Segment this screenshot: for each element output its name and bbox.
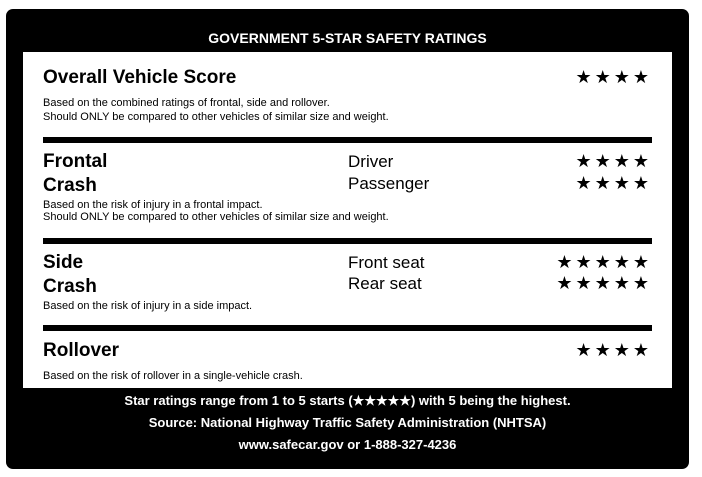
footer-star-range: Star ratings range from 1 to 5 starts (★…: [124, 393, 571, 408]
footer-source: Source: National Highway Traffic Safety …: [148, 415, 547, 430]
rear-seat-stars-icon: ★★★★★: [556, 273, 652, 293]
frontal-title-2: Crash: [43, 175, 97, 196]
divider: [43, 325, 652, 331]
side-title-2: Crash: [43, 276, 97, 297]
divider: [43, 238, 652, 244]
rear-seat-label: Rear seat: [348, 274, 422, 293]
overall-desc-2: Should ONLY be compared to other vehicle…: [43, 111, 389, 123]
ratings-panel: [23, 52, 672, 388]
passenger-label: Passenger: [348, 174, 430, 193]
side-title-1: Side: [43, 252, 84, 273]
frontal-title-1: Frontal: [43, 151, 108, 172]
rollover-desc: Based on the risk of rollover in a singl…: [43, 370, 303, 382]
front-seat-label: Front seat: [348, 253, 425, 272]
overall-title: Overall Vehicle Score: [43, 67, 237, 88]
divider: [43, 137, 652, 143]
rollover-stars-icon: ★★★★: [575, 340, 652, 360]
overall-desc-1: Based on the combined ratings of frontal…: [43, 97, 330, 109]
front-seat-stars-icon: ★★★★★: [556, 252, 652, 272]
overall-stars-icon: ★★★★: [575, 67, 652, 87]
driver-stars-icon: ★★★★: [575, 151, 652, 171]
driver-label: Driver: [348, 152, 394, 171]
footer-contact: www.safecar.gov or 1-888-327-4236: [238, 437, 457, 452]
frontal-desc-1: Based on the risk of injury in a frontal…: [43, 199, 263, 211]
label-title: GOVERNMENT 5-STAR SAFETY RATINGS: [208, 30, 487, 46]
passenger-stars-icon: ★★★★: [575, 173, 652, 193]
side-desc: Based on the risk of injury in a side im…: [43, 300, 253, 312]
rollover-title: Rollover: [43, 340, 120, 361]
frontal-desc-2: Should ONLY be compared to other vehicle…: [43, 211, 389, 223]
